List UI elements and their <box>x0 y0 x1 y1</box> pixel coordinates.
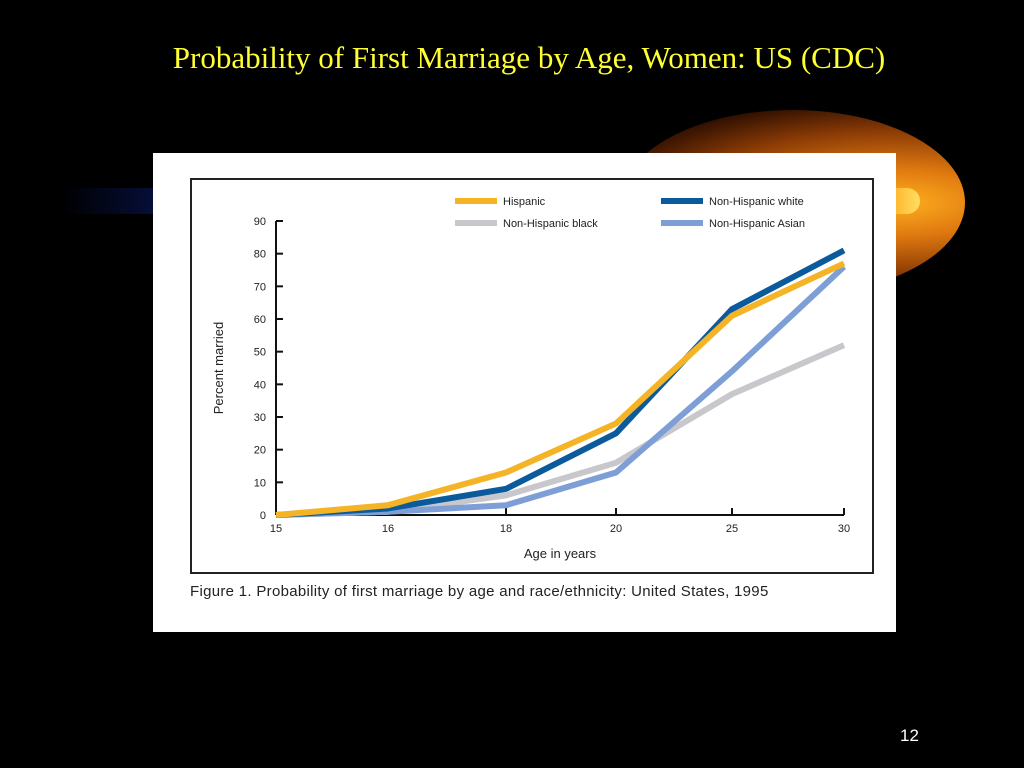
x-axis-label: Age in years <box>524 546 597 561</box>
y-tick-label: 50 <box>254 347 266 359</box>
y-tick-label: 80 <box>254 249 266 261</box>
chart-frame <box>190 178 874 574</box>
x-tick-label: 30 <box>838 523 850 535</box>
x-tick-label: 18 <box>500 523 512 535</box>
y-axis-label: Percent married <box>211 322 226 414</box>
page-number: 12 <box>900 726 919 745</box>
legend-label: Non-Hispanic Asian <box>709 218 805 230</box>
legend-label: Hispanic <box>503 196 546 208</box>
y-tick-label: 30 <box>254 412 266 424</box>
series-line-hispanic <box>275 260 846 518</box>
y-tick-label: 90 <box>254 216 266 228</box>
x-tick-label: 25 <box>726 523 738 535</box>
y-tick-label: 20 <box>254 445 266 457</box>
slide-title: Probability of First Marriage by Age, Wo… <box>172 40 886 75</box>
x-tick-label: 15 <box>270 523 282 535</box>
figure-caption: Figure 1. Probability of first marriage … <box>190 583 769 600</box>
legend-label: Non-Hispanic white <box>709 196 804 208</box>
y-tick-label: 0 <box>260 510 266 522</box>
y-tick-label: 60 <box>254 314 266 326</box>
x-tick-label: 16 <box>382 523 394 535</box>
y-tick-label: 70 <box>254 281 266 293</box>
line-chart: 0 10 20 30 40 50 60 70 80 90 15 16 18 20 25 30 Age in ye… <box>211 196 850 561</box>
figure-card: 0 10 20 30 40 50 60 70 80 90 15 16 18 20 25 30 Age in ye… <box>153 153 896 632</box>
x-tick-label: 20 <box>610 523 622 535</box>
y-tick-label: 10 <box>254 477 266 489</box>
y-tick-label: 40 <box>254 379 266 391</box>
legend-label: Non-Hispanic black <box>503 218 598 230</box>
